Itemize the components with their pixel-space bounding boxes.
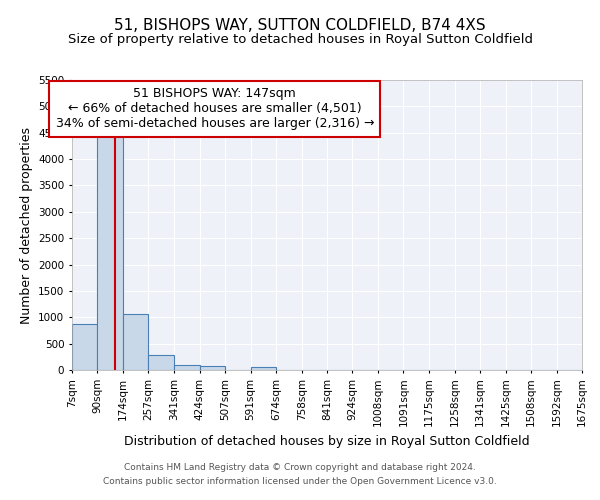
Bar [123, 314, 148, 370]
Text: 51 BISHOPS WAY: 147sqm
← 66% of detached houses are smaller (4,501)
34% of semi-: 51 BISHOPS WAY: 147sqm ← 66% of detached… [56, 87, 374, 130]
Text: 51, BISHOPS WAY, SUTTON COLDFIELD, B74 4XS: 51, BISHOPS WAY, SUTTON COLDFIELD, B74 4… [114, 18, 486, 32]
X-axis label: Distribution of detached houses by size in Royal Sutton Coldfield: Distribution of detached houses by size … [124, 434, 530, 448]
Bar [199, 366, 225, 370]
Y-axis label: Number of detached properties: Number of detached properties [20, 126, 32, 324]
Text: Size of property relative to detached houses in Royal Sutton Coldfield: Size of property relative to detached ho… [67, 32, 533, 46]
Text: Contains HM Land Registry data © Crown copyright and database right 2024.: Contains HM Land Registry data © Crown c… [124, 464, 476, 472]
Bar [174, 366, 199, 370]
Bar [72, 324, 97, 370]
Bar [148, 354, 174, 370]
Bar [251, 367, 276, 370]
Text: Contains public sector information licensed under the Open Government Licence v3: Contains public sector information licen… [103, 477, 497, 486]
Bar [97, 130, 123, 370]
